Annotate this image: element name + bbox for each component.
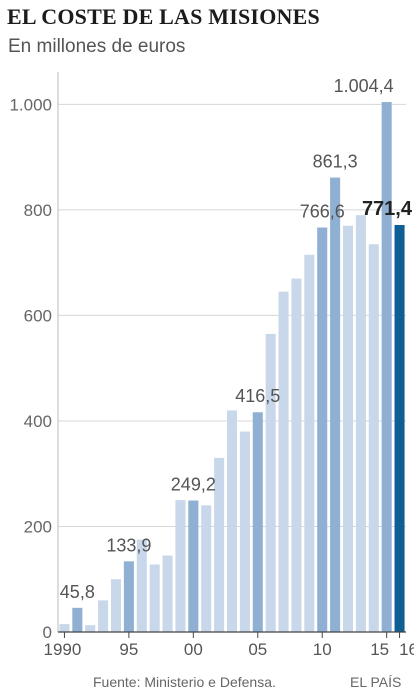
data-label-2015: 1.004,4 bbox=[334, 76, 394, 96]
bar-2016 bbox=[394, 224, 405, 632]
source-note: Fuente: Ministerio e Defensa. bbox=[93, 674, 276, 690]
bar-1991 bbox=[72, 607, 83, 632]
bar-1999 bbox=[175, 500, 186, 632]
data-label-2000: 249,2 bbox=[171, 475, 216, 495]
bar-1996 bbox=[136, 539, 147, 632]
bar-1994 bbox=[110, 579, 122, 632]
y-tick-label: 1.000 bbox=[9, 95, 52, 114]
bar-2001 bbox=[201, 505, 212, 632]
bar-2003 bbox=[226, 410, 238, 632]
bar-2009 bbox=[304, 254, 315, 632]
x-tick-label: 00 bbox=[184, 640, 203, 659]
x-tick-label: 15 bbox=[370, 640, 389, 659]
bar-2012 bbox=[342, 225, 354, 632]
bar-2000 bbox=[188, 500, 199, 632]
data-label-2011: 861,3 bbox=[313, 152, 358, 172]
bar-2005 bbox=[252, 412, 263, 632]
bar-1998 bbox=[162, 555, 173, 632]
chart-subtitle: En millones de euros bbox=[8, 36, 186, 57]
y-tick-label: 600 bbox=[24, 306, 52, 325]
y-tick-label: 400 bbox=[24, 412, 52, 431]
bar-2007 bbox=[278, 291, 289, 632]
data-label-2010: 766,6 bbox=[300, 202, 345, 222]
publisher-credit: EL PAÍS bbox=[350, 674, 402, 690]
bar-2015 bbox=[381, 102, 392, 632]
axes bbox=[57, 72, 406, 633]
chart-title: EL COSTE DE LAS MISIONES bbox=[7, 4, 320, 29]
bar-1997 bbox=[149, 564, 160, 632]
x-tick-label: 05 bbox=[248, 640, 267, 659]
bar-1992 bbox=[85, 625, 96, 632]
data-label-1991: 45,8 bbox=[60, 582, 95, 602]
bar-2014 bbox=[368, 244, 379, 632]
x-tick-label: 95 bbox=[119, 640, 138, 659]
bar-2013 bbox=[355, 215, 366, 632]
x-tick-label: 16 bbox=[399, 640, 414, 659]
bar-2002 bbox=[214, 457, 225, 632]
data-labels: 45,8 133,9 249,2 416,5 766,6 861,3 1.004,4 771,… bbox=[60, 76, 413, 602]
x-tick-label: 1990 bbox=[44, 640, 82, 659]
y-tick-label: 0 bbox=[43, 623, 52, 642]
bars bbox=[59, 102, 405, 633]
bar-2004 bbox=[239, 431, 250, 632]
data-label-2016: 771,4 bbox=[362, 198, 413, 220]
bar-1990 bbox=[59, 624, 70, 632]
data-label-1995: 133,9 bbox=[106, 535, 151, 555]
bar-2010 bbox=[317, 227, 328, 633]
bar-1995 bbox=[123, 561, 134, 632]
bar-2006 bbox=[265, 333, 276, 632]
data-label-2005: 416,5 bbox=[235, 386, 280, 406]
x-tick-label: 10 bbox=[313, 640, 332, 659]
bar-2011 bbox=[330, 177, 341, 633]
bar-2008 bbox=[291, 278, 302, 632]
x-axis-ticks: 1990 95 00 05 10 15 16 bbox=[44, 632, 414, 659]
bar-1993 bbox=[98, 600, 109, 632]
y-axis-ticks: 0 200 400 600 800 1.000 bbox=[9, 95, 52, 642]
y-tick-label: 800 bbox=[24, 201, 52, 220]
y-tick-label: 200 bbox=[24, 517, 52, 536]
